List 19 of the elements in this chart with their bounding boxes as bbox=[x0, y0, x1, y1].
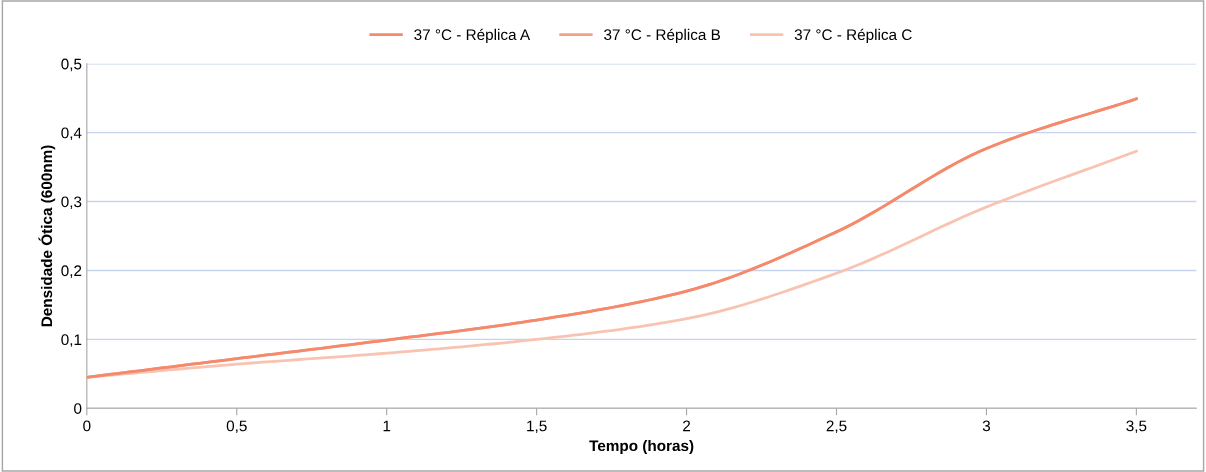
y-tick-label: 0,3 bbox=[61, 196, 82, 210]
y-tick-label: 0 bbox=[74, 403, 82, 414]
x-tick-label: 1,5 bbox=[527, 420, 547, 434]
legend-label: 37 °C - Réplica B bbox=[604, 28, 721, 44]
x-tick-label: 0,5 bbox=[226, 420, 247, 434]
y-tick-label: 0,5 bbox=[61, 58, 82, 72]
x-tick-label: 1 bbox=[383, 420, 391, 432]
x-tick-label: 3 bbox=[982, 420, 991, 432]
y-axis-title: Densidade Ótica (600nm) bbox=[38, 145, 56, 327]
legend-label: 37 °C - Réplica A bbox=[414, 28, 531, 44]
y-tick-label: 0,2 bbox=[61, 265, 82, 278]
x-tick-label: 3,5 bbox=[1126, 420, 1147, 434]
x-tick-label: 2 bbox=[683, 420, 691, 432]
x-axis-title: Tempo (horas) bbox=[589, 439, 694, 455]
x-tick-label: 2,5 bbox=[826, 420, 847, 434]
x-tick-label: 0 bbox=[83, 420, 91, 432]
y-tick-label: 0,4 bbox=[61, 127, 82, 141]
legend-label: 37 °C - Réplica C bbox=[794, 28, 912, 44]
y-tick-label: 0,1 bbox=[61, 334, 82, 347]
